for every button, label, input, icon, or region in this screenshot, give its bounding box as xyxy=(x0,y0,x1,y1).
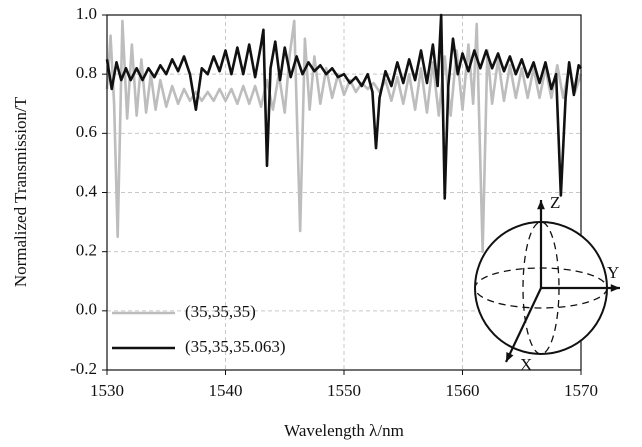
y-tick-label: 0.6 xyxy=(76,122,97,141)
legend-label: (35,35,35.063) xyxy=(185,337,286,356)
inset-sphere: X Y Z xyxy=(474,193,620,374)
x-arrow-head xyxy=(506,352,514,362)
series-line xyxy=(105,19,583,253)
y-tick-label: 0.4 xyxy=(76,181,98,200)
inset-axis-label: X xyxy=(520,355,532,374)
plot-frame xyxy=(106,14,582,371)
legend-label: (35,35,35) xyxy=(185,302,256,321)
x-tick-label: 1530 xyxy=(90,381,124,400)
series-line xyxy=(105,13,583,200)
x-tick-label: 1570 xyxy=(564,381,598,400)
x-tick-label: 1540 xyxy=(209,381,243,400)
y-tick-label: -0.2 xyxy=(70,359,97,378)
x-arrow xyxy=(505,287,542,363)
inset-axis-label: Z xyxy=(550,193,560,212)
y-tick-label: 0.2 xyxy=(76,241,97,260)
z-arrow-head xyxy=(537,200,545,210)
x-tick-label: 1550 xyxy=(327,381,361,400)
y-tick-label: 0.8 xyxy=(76,63,97,82)
x-tick-label: 1560 xyxy=(446,381,480,400)
y-arrow-head xyxy=(610,284,620,292)
y-axis-label: Normalized Transmission/T xyxy=(11,96,30,287)
x-axis-label: Wavelength λ/nm xyxy=(284,421,404,440)
inset-axis-label: Y xyxy=(607,263,619,282)
y-tick-label: 0.0 xyxy=(76,300,97,319)
y-tick-label: 1.0 xyxy=(76,4,97,23)
